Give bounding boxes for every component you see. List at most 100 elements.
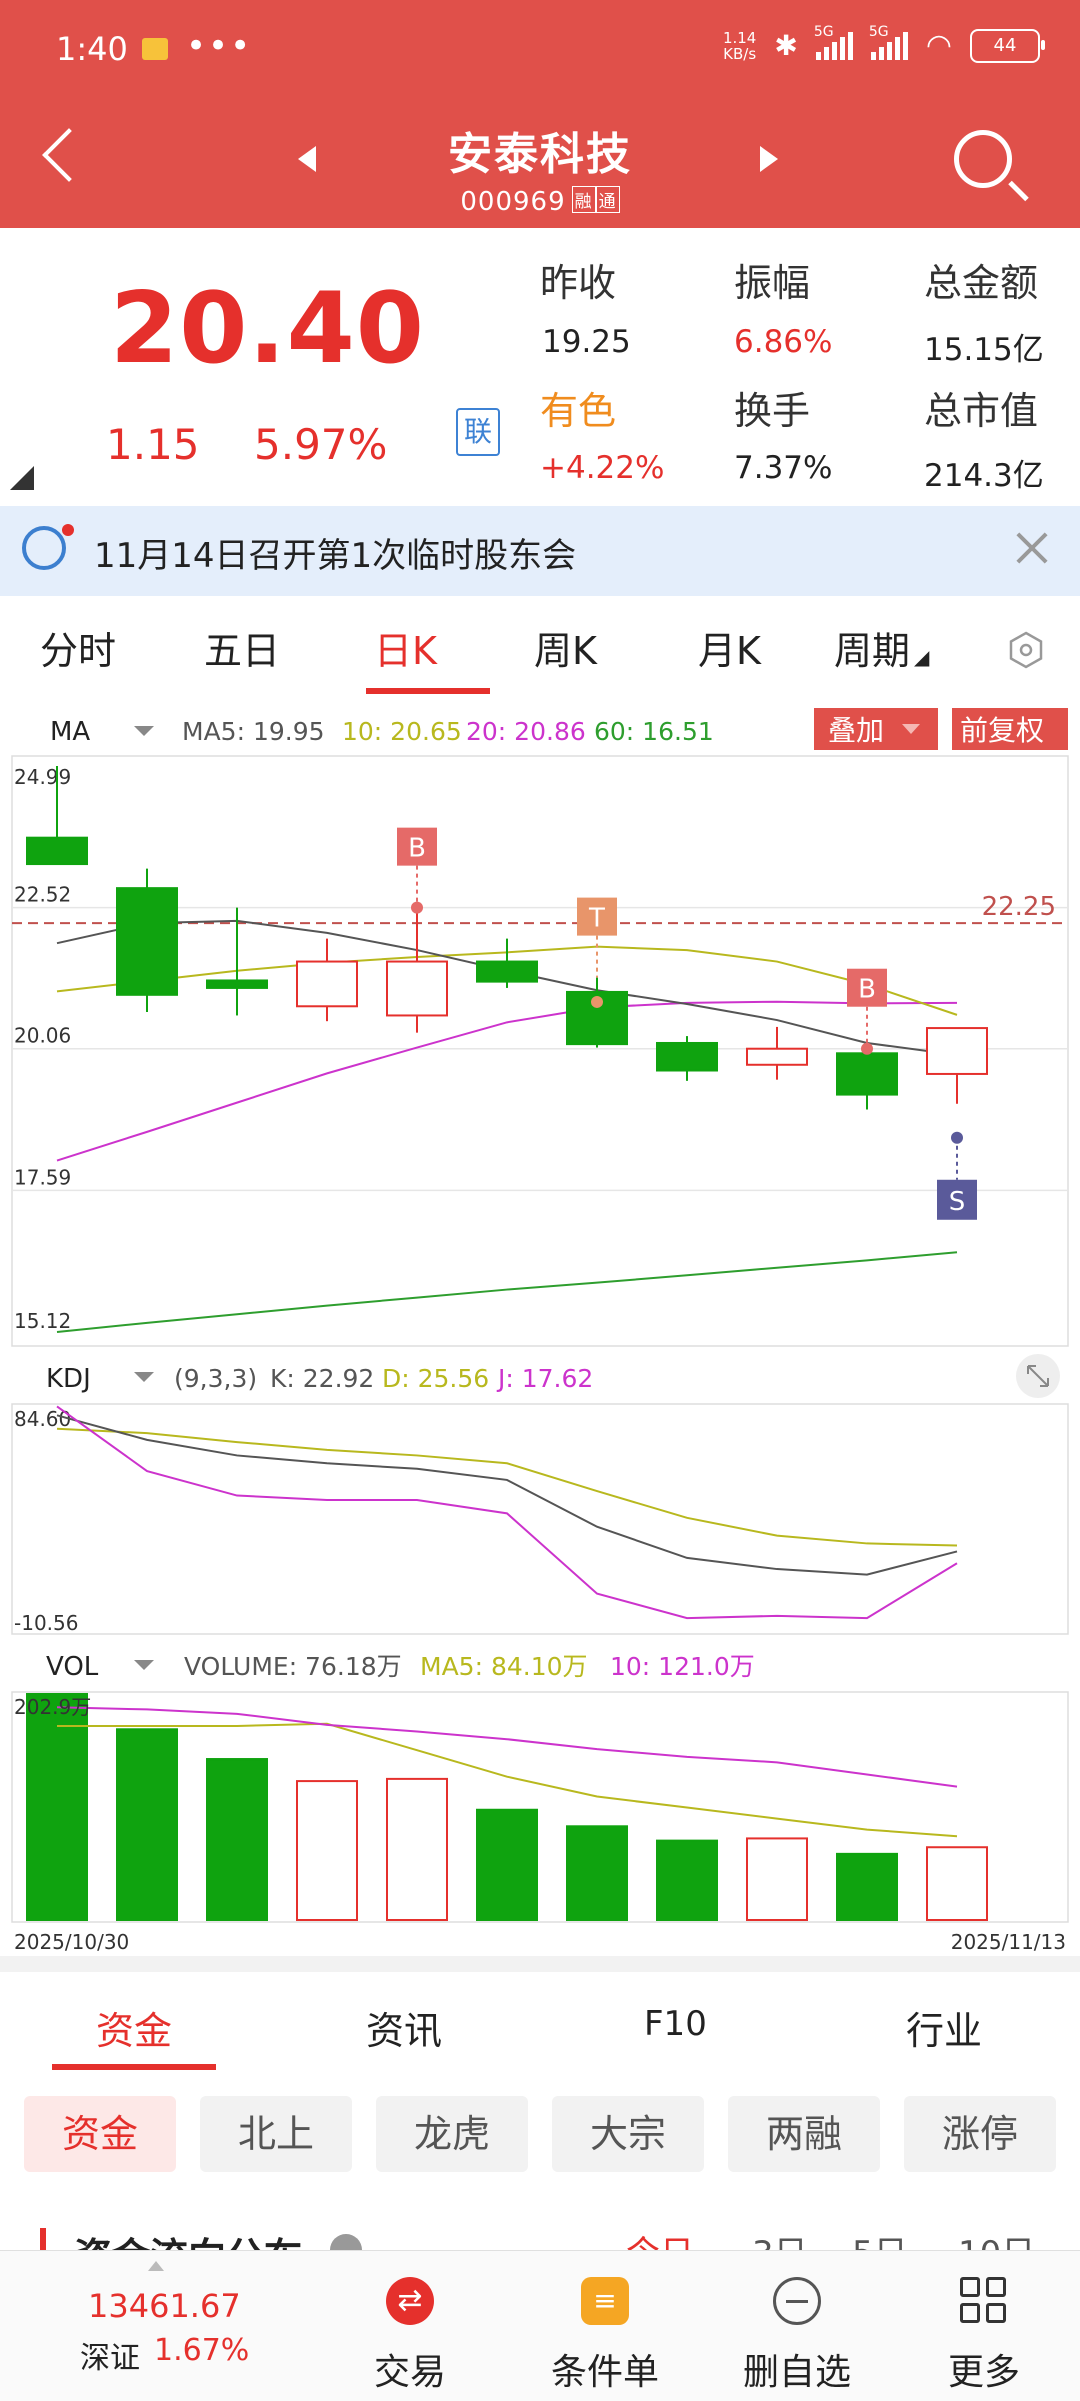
adjust-mode-button[interactable] bbox=[952, 708, 1068, 750]
notice-text[interactable]: 11月14日召开第1次临时股东会 bbox=[94, 536, 577, 576]
linked-button[interactable]: 联 bbox=[456, 408, 500, 456]
pill-funds[interactable]: 资金 bbox=[24, 2096, 176, 2172]
end-date-label: 2025/11/13 bbox=[951, 1930, 1066, 1954]
section-divider bbox=[0, 1956, 1080, 1972]
prev-stock-button[interactable] bbox=[298, 146, 316, 172]
fund-flow-header: 资金流向分布 今日 3日 5日 10日 bbox=[0, 2222, 1080, 2250]
volume-bars bbox=[26, 1693, 988, 1922]
overlay-dropdown-icon bbox=[902, 724, 920, 734]
tab-daily-k[interactable]: 日K bbox=[374, 629, 437, 673]
pill-margin[interactable]: 两融 bbox=[728, 2096, 880, 2172]
vol-dropdown-icon[interactable] bbox=[134, 1660, 154, 1670]
ma10-value: 10: 20.65 bbox=[342, 717, 462, 746]
bottom-nav: 13461.67 深证 1.67% ⇄ 交易 ≡ 条件单 删自选 更多 bbox=[0, 2250, 1080, 2401]
volume-bar-up bbox=[386, 1777, 448, 1922]
stat-label-prev-close: 昨收 bbox=[540, 261, 617, 305]
stat-value-amplitude: 6.86% bbox=[734, 324, 833, 360]
range-5d[interactable]: 5日 bbox=[852, 2226, 908, 2250]
range-today[interactable]: 今日 bbox=[626, 2226, 694, 2250]
k-line-chart[interactable]: MA MA5: 19.95 10: 20.65 20: 20.86 60: 16… bbox=[0, 700, 1080, 1956]
nav-remove-watchlist-label: 删自选 bbox=[742, 2352, 851, 2393]
candle-down bbox=[656, 1041, 718, 1072]
candlesticks bbox=[26, 766, 988, 1110]
settings-hex-icon[interactable] bbox=[1006, 630, 1046, 670]
index-name: 深证 bbox=[80, 2341, 140, 2376]
battery-icon: 44 bbox=[970, 28, 1045, 63]
kdj-k-value: K: 22.92 bbox=[270, 1364, 374, 1393]
marker-dot bbox=[951, 1131, 963, 1144]
vol-indicator-name[interactable]: VOL bbox=[46, 1652, 99, 1682]
close-icon[interactable] bbox=[1012, 528, 1052, 568]
stat-label-sector[interactable]: 有色 bbox=[540, 389, 617, 433]
pill-limit-up[interactable]: 涨停 bbox=[904, 2096, 1056, 2172]
kdj-dropdown-icon[interactable] bbox=[134, 1372, 154, 1382]
notice-banner[interactable]: 11月14日召开第1次临时股东会 bbox=[0, 506, 1080, 596]
ma-indicator-name[interactable]: MA bbox=[50, 717, 90, 747]
pill-northbound[interactable]: 北上 bbox=[200, 2096, 352, 2172]
tab-intraday[interactable]: 分时 bbox=[40, 629, 117, 673]
index-ticker[interactable]: 13461.67 深证 1.67% bbox=[0, 2251, 320, 2401]
next-stock-button[interactable] bbox=[760, 146, 778, 172]
fund-flow-title: 资金流向分布 bbox=[74, 2226, 302, 2250]
ma20-value: 20: 20.86 bbox=[466, 717, 586, 746]
marker-label: B bbox=[858, 975, 876, 1005]
tab-monthly-k[interactable]: 月K bbox=[698, 629, 761, 673]
volume-bar-down bbox=[566, 1825, 628, 1922]
tab-period-dropdown[interactable]: 周期 ◢ bbox=[834, 629, 930, 673]
marker-box bbox=[847, 968, 887, 1007]
range-3d[interactable]: 3日 bbox=[752, 2226, 808, 2250]
tab-f10[interactable]: F10 bbox=[644, 2004, 707, 2044]
candle-down bbox=[476, 960, 538, 983]
search-icon[interactable] bbox=[954, 130, 1012, 188]
tab-active-indicator bbox=[366, 688, 490, 694]
tab-industry[interactable]: 行业 bbox=[906, 2009, 983, 2053]
grid-more-icon bbox=[960, 2277, 1008, 2325]
nav-trade[interactable]: ⇄ 交易 bbox=[330, 2251, 490, 2401]
nav-more[interactable]: 更多 bbox=[904, 2251, 1064, 2401]
bulb-icon bbox=[22, 526, 66, 570]
nav-condition-order[interactable]: ≡ 条件单 bbox=[520, 2251, 690, 2401]
price-grid bbox=[12, 906, 1068, 1192]
stock-header: 1:40 ••• 1.14 KB/s ✱ 5G 5G ◠ 44 安泰科技 0009… bbox=[0, 0, 1080, 228]
adjust-mode-label: 前复权 bbox=[960, 714, 1044, 747]
stat-value-turnover-amount: 15.15亿 bbox=[924, 332, 1044, 368]
tab-funds[interactable]: 资金 bbox=[96, 2009, 173, 2053]
volume-bar-up bbox=[296, 1780, 358, 1921]
volume-bar-down bbox=[656, 1839, 718, 1921]
nav-remove-watchlist[interactable]: 删自选 bbox=[712, 2251, 882, 2401]
marker-box bbox=[937, 1179, 977, 1220]
range-10d[interactable]: 10日 bbox=[958, 2226, 1035, 2250]
info-icon[interactable] bbox=[330, 2234, 362, 2250]
ma-dropdown-icon[interactable] bbox=[134, 726, 154, 736]
tab-news[interactable]: 资讯 bbox=[366, 2009, 443, 2053]
unread-dot bbox=[62, 524, 74, 536]
kdj-panel-frame bbox=[11, 1403, 1069, 1635]
marker-label: B bbox=[408, 834, 426, 864]
stat-label-amplitude: 振幅 bbox=[734, 261, 811, 305]
pill-block-trade[interactable]: 大宗 bbox=[552, 2096, 704, 2172]
volume-bar-up bbox=[926, 1846, 988, 1921]
price-tick-label: 17.59 bbox=[14, 1165, 71, 1189]
vol-panel-frame bbox=[11, 1691, 1069, 1923]
tab-five-day[interactable]: 五日 bbox=[204, 629, 281, 673]
vol_ma10-line bbox=[56, 1706, 958, 1788]
section-accent-bar bbox=[40, 2228, 46, 2250]
price-tick-label: 20.06 bbox=[14, 1024, 71, 1048]
volume-value: VOLUME: 76.18万 bbox=[184, 1652, 402, 1681]
triangle-down-icon: ◢ bbox=[914, 645, 930, 669]
kdj-indicator-name[interactable]: KDJ bbox=[46, 1364, 91, 1394]
kdj-tick-label: -10.56 bbox=[14, 1611, 78, 1635]
stat-label-turnover-amount: 总金额 bbox=[924, 261, 1039, 305]
volume-bar-down bbox=[476, 1808, 538, 1922]
index-value: 13461.67 bbox=[88, 2287, 241, 2325]
pill-dragon-tiger[interactable]: 龙虎 bbox=[376, 2096, 528, 2172]
tab-weekly-k[interactable]: 周K bbox=[534, 629, 597, 673]
marker-dot bbox=[861, 1042, 873, 1055]
volume-bar-down bbox=[26, 1693, 88, 1921]
volume-ma-lines bbox=[56, 1706, 958, 1838]
expand-arrows-icon bbox=[1027, 1365, 1049, 1387]
overlay-button[interactable] bbox=[814, 708, 938, 750]
stock-name: 安泰科技 bbox=[448, 129, 632, 180]
expand-corner-icon[interactable] bbox=[10, 466, 34, 490]
exchange-icon: ⇄ bbox=[386, 2277, 434, 2325]
